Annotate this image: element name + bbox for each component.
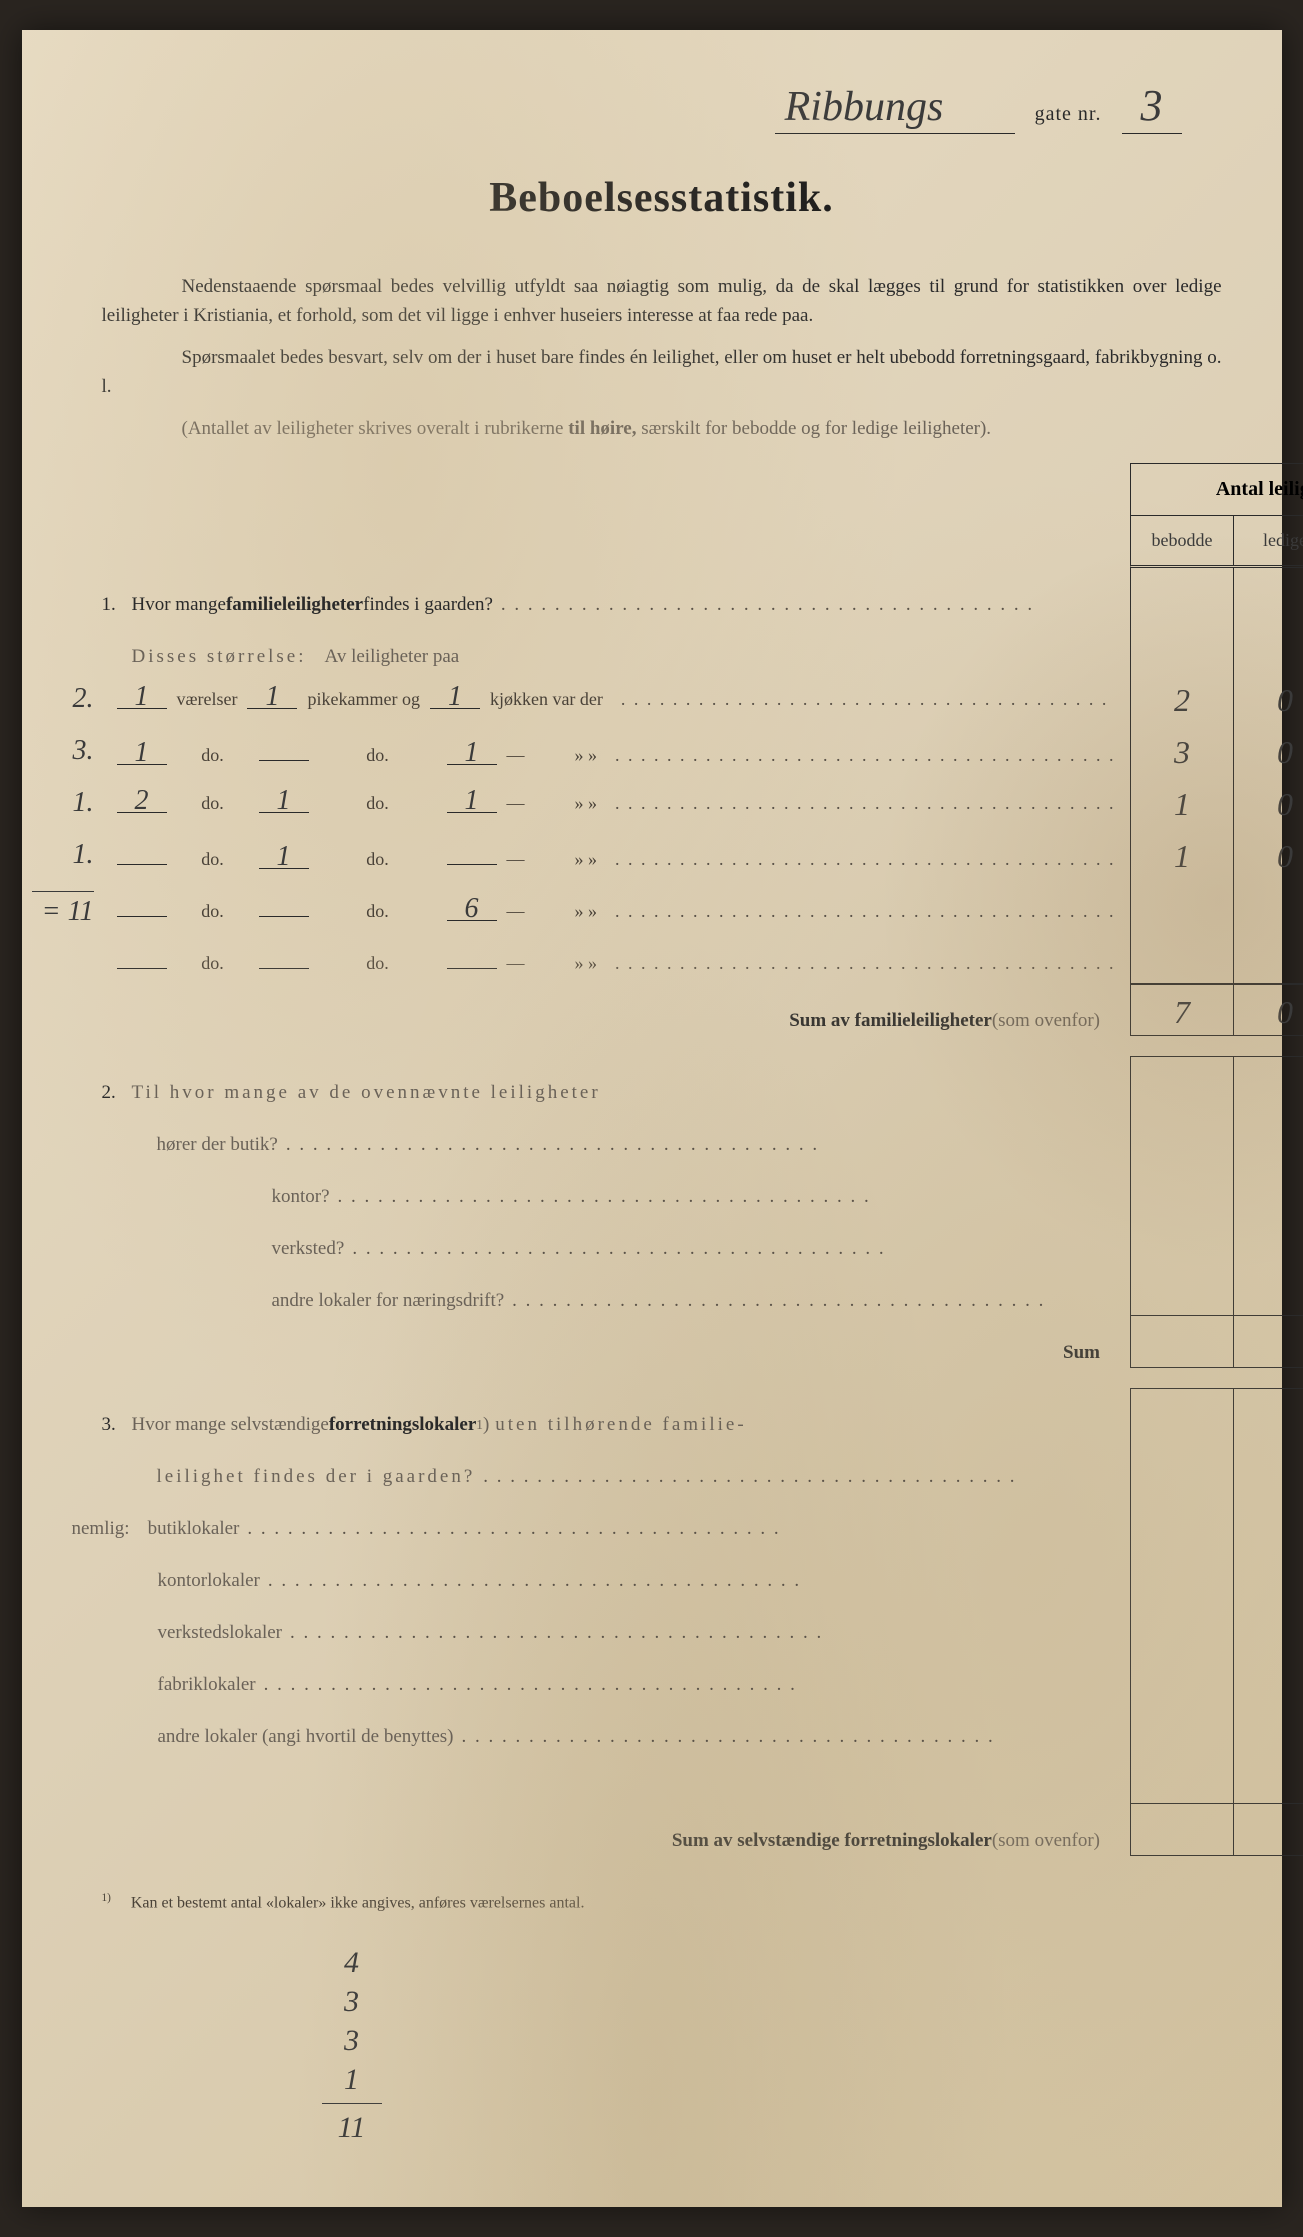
table-row	[1130, 932, 1303, 984]
table-row	[1130, 1108, 1303, 1160]
q2-line: kontor?	[102, 1171, 1116, 1223]
dot-leader	[501, 594, 1115, 616]
footnote: 1) Kan et bestemt antal «lokaler» ikke a…	[102, 1892, 1222, 1912]
table-row	[1130, 1056, 1303, 1108]
main-content: 1. Hvor mange familieleiligheter findes …	[102, 463, 1222, 1867]
table-row	[1130, 1752, 1303, 1804]
table-header-main: Antal leiligheter	[1131, 464, 1303, 516]
margin-note: 2.	[54, 683, 94, 715]
q1-sum-label: Sum av familieleiligheter (som ovenfor)	[102, 995, 1116, 1047]
table-row	[1130, 880, 1303, 932]
q2-sum: Sum	[102, 1327, 1116, 1379]
table-row: 2 0 2	[1130, 672, 1303, 724]
q2-line: andre lokaler for næringsdrift?	[102, 1275, 1116, 1327]
question-3: 3. Hvor mange selvstændige forretningslo…	[102, 1399, 1116, 1451]
q3-nemlig: nemlig: butiklokaler	[72, 1503, 1116, 1555]
q2-line: hører der butik?	[102, 1119, 1116, 1171]
size-row: = 11 do. do. 6 — » »	[102, 891, 1116, 943]
field-pikekammer: 1	[247, 683, 297, 709]
table-row	[1130, 1212, 1303, 1264]
table-row	[1130, 1648, 1303, 1700]
margin-note: 1.	[54, 787, 94, 819]
bottom-calculation: 4 3 3 1 11	[322, 1943, 382, 2147]
q3-sum: Sum av selvstændige forretningslokaler (…	[102, 1815, 1116, 1867]
table-row	[1130, 1160, 1303, 1212]
table-row	[1130, 1388, 1303, 1440]
table-row-sum	[1130, 1316, 1303, 1368]
q1-subheading: Disses størrelse: Av leiligheter paa	[102, 631, 1116, 683]
q3-line: fabriklokaler	[102, 1659, 1116, 1711]
table-row-sum: 7 0 7	[1130, 984, 1303, 1036]
table-row	[1130, 1544, 1303, 1596]
question-2: 2. Til hvor mange av de ovennævnte leili…	[102, 1067, 1116, 1119]
gate-number-handwritten: 3	[1122, 80, 1182, 134]
table-row	[1130, 1700, 1303, 1752]
document-title: Beboelsesstatistik.	[102, 174, 1222, 222]
table-header: Antal leiligheter bebodde ledige ialt	[1130, 463, 1303, 568]
margin-note: 1.	[54, 839, 94, 871]
q3-line: andre lokaler (angi hvortil de benyttes)	[102, 1711, 1116, 1763]
intro-paragraph-3: (Antallet av leiligheter skrives overalt…	[102, 414, 1222, 443]
table-row	[1130, 620, 1303, 672]
calc-value: 3	[322, 2021, 382, 2060]
count-table: Antal leiligheter bebodde ledige ialt 2 …	[1130, 463, 1303, 1867]
table-row	[1130, 1596, 1303, 1648]
question-1: 1. Hvor mange familieleiligheter findes …	[102, 579, 1116, 631]
table-row: 3 0 3	[1130, 724, 1303, 776]
field-vaerelser: 1	[117, 683, 167, 709]
table-row: 1 0 1	[1130, 776, 1303, 828]
table-row	[1130, 1264, 1303, 1316]
size-row: 2. 1 værelser 1 pikekammer og 1 kjøkken …	[102, 683, 1116, 735]
calc-value: 1	[322, 2060, 382, 2099]
table-row	[1130, 568, 1303, 620]
q2-line: verksted?	[102, 1223, 1116, 1275]
calc-value: 4	[322, 1943, 382, 1982]
col-ledige: ledige	[1234, 516, 1303, 565]
margin-note: 3.	[54, 735, 94, 767]
q3-line-cont: leilighet findes der i gaarden?	[102, 1451, 1116, 1503]
q3-line: kontorlokaler	[102, 1555, 1116, 1607]
intro-paragraph-1: Nedenstaaende spørsmaal bedes velvillig …	[102, 272, 1222, 331]
q3-line: verkstedslokaler	[102, 1607, 1116, 1659]
col-bebodde: bebodde	[1131, 516, 1234, 565]
questions-column: 1. Hvor mange familieleiligheter findes …	[102, 463, 1131, 1867]
calc-value: 3	[322, 1982, 382, 2021]
table-row	[1130, 1492, 1303, 1544]
calc-sum: 11	[322, 2103, 382, 2147]
table-row-sum	[1130, 1804, 1303, 1856]
street-name-handwritten: Ribbungs	[775, 83, 1015, 134]
size-row: 3. 1 do. do. 1 — » »	[102, 735, 1116, 787]
table-header-sub: bebodde ledige ialt	[1131, 516, 1303, 565]
margin-note: = 11	[32, 891, 94, 928]
header-line: Ribbungs gate nr. 3	[102, 80, 1222, 134]
size-row: 1. do. 1 do. — » »	[102, 839, 1116, 891]
document-page: Ribbungs gate nr. 3 Beboelsesstatistik. …	[22, 30, 1282, 2207]
table-row	[1130, 1440, 1303, 1492]
intro-paragraph-2: Spørsmaalet bedes besvart, selv om der i…	[102, 343, 1222, 402]
size-row: 1. 2 do. 1 do. 1 — » »	[102, 787, 1116, 839]
table-row: 1 0 1	[1130, 828, 1303, 880]
size-row: do. do. — » »	[102, 943, 1116, 995]
gate-label: gate nr.	[1035, 103, 1102, 126]
field-kjokken: 1	[430, 683, 480, 709]
